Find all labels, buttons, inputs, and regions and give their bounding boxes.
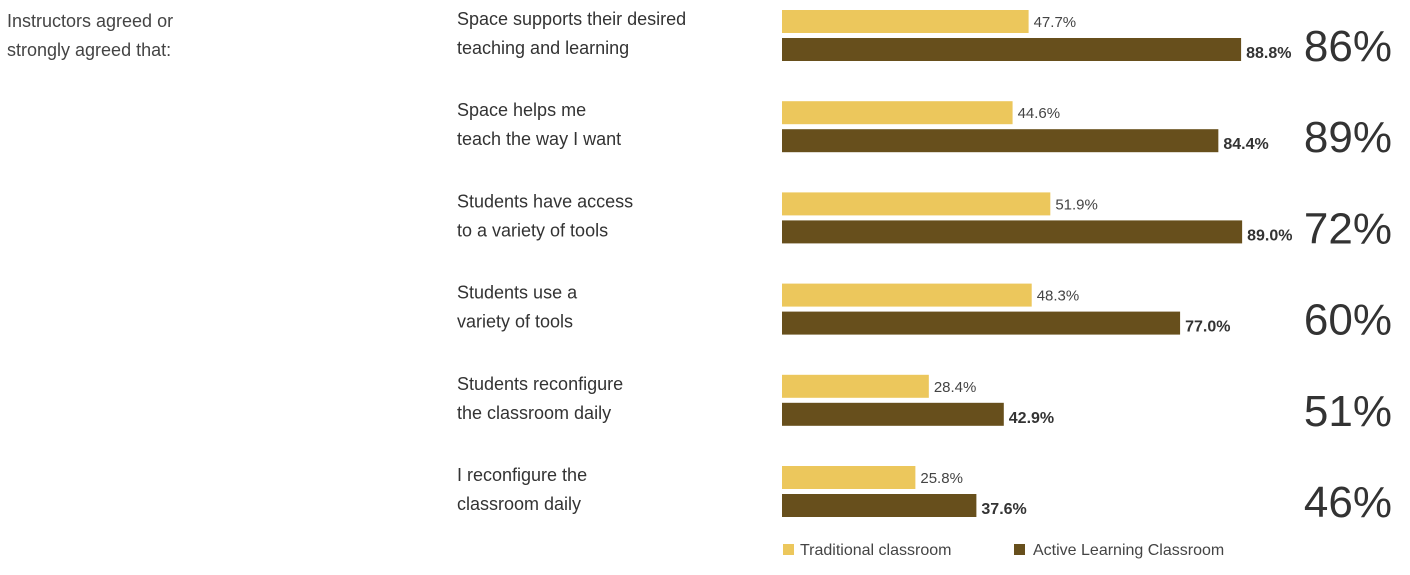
intro-text: Instructors agreed or strongly agreed th… (7, 7, 307, 65)
category-label: Students reconfigure (457, 374, 623, 394)
category-label: classroom daily (457, 494, 581, 514)
category-label: teach the way I want (457, 129, 621, 149)
bar-traditional (782, 466, 916, 489)
bar-active-learning (782, 402, 1004, 426)
value-label-active-learning: 88.8% (1246, 45, 1291, 62)
legend-swatch-active-learning (1014, 544, 1025, 555)
category-label: to a variety of tools (457, 220, 608, 240)
annotation-percent: 89% (1304, 113, 1392, 162)
value-label-traditional: 44.6% (1018, 105, 1061, 122)
bar-active-learning (782, 220, 1243, 244)
bar-traditional (782, 101, 1013, 125)
category-label: variety of tools (457, 312, 573, 332)
legend-swatch-traditional (783, 544, 794, 555)
annotation-percent: 86% (1304, 22, 1392, 71)
bar-traditional (782, 283, 1032, 307)
annotation-percent: 46% (1304, 478, 1392, 527)
annotation-percent: 60% (1304, 296, 1392, 345)
category-label: I reconfigure the (457, 465, 587, 485)
bar-traditional (782, 192, 1051, 216)
value-label-active-learning: 84.4% (1223, 136, 1268, 153)
bar-active-learning (782, 311, 1181, 335)
intro-line-2: strongly agreed that: (7, 40, 172, 60)
value-label-active-learning: 37.6% (981, 501, 1026, 518)
category-label: teaching and learning (457, 38, 629, 58)
category-label: Students use a (457, 283, 578, 303)
bar-traditional (782, 374, 929, 398)
value-label-active-learning: 42.9% (1009, 410, 1054, 427)
intro-line-1: Instructors agreed or (7, 11, 174, 31)
annotation-percent: 72% (1304, 204, 1392, 253)
legend-label-active-learning: Active Learning Classroom (1033, 542, 1224, 559)
annotation-percent: 51% (1304, 387, 1392, 436)
value-label-traditional: 47.7% (1034, 14, 1077, 31)
bar-active-learning (782, 129, 1219, 153)
value-label-traditional: 25.8% (920, 470, 963, 487)
category-label: Space supports their desired (457, 9, 686, 29)
category-label: Students have access (457, 191, 633, 211)
bar-active-learning (782, 494, 977, 517)
value-label-traditional: 28.4% (934, 379, 977, 396)
value-label-traditional: 48.3% (1037, 288, 1080, 305)
bar-traditional (782, 10, 1029, 33)
bar-active-learning (782, 38, 1242, 61)
legend-label-traditional: Traditional classroom (800, 542, 951, 559)
value-label-traditional: 51.9% (1055, 196, 1098, 213)
value-label-active-learning: 89.0% (1247, 227, 1292, 244)
category-label: Space helps me (457, 100, 586, 120)
category-label: the classroom daily (457, 403, 611, 423)
value-label-active-learning: 77.0% (1185, 319, 1230, 336)
